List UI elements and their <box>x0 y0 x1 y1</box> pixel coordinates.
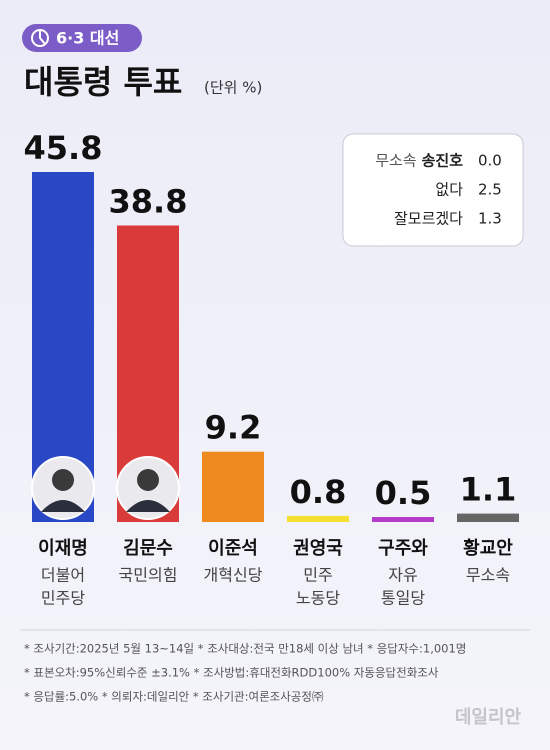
photo-head <box>137 469 159 491</box>
watermark: 데일리안 <box>455 707 522 728</box>
footnote: * 표본오차:95%신뢰수준 ±3.1% * 조사방법:휴대전화RDD100% … <box>24 666 439 680</box>
others-name: 잘모르겠다 <box>394 210 463 228</box>
chart-title: 대통령 투표 <box>24 63 182 101</box>
bar <box>287 515 349 522</box>
photo-body <box>41 500 85 512</box>
party-name: 민주 <box>303 566 332 585</box>
badge-text: 6·3 대선 <box>56 29 119 48</box>
badge <box>22 24 142 52</box>
party-name: 노동당 <box>296 589 340 608</box>
value-label: 38.8 <box>109 182 188 220</box>
value-label: 0.8 <box>290 473 347 511</box>
bar <box>372 517 434 522</box>
candidate-name: 김문수 <box>123 538 173 559</box>
party-name: 통일당 <box>381 589 425 608</box>
party-name: 자유 <box>388 566 417 585</box>
footnote: * 응답률:5.0% * 의뢰자:데일리안 * 조사기관:여론조사공정㈜ <box>24 690 324 704</box>
others-party: 무소속 <box>375 152 417 170</box>
party-name: 더불어 <box>41 566 85 585</box>
candidate-name: 이재명 <box>38 538 88 559</box>
others-name: 없다 <box>435 181 463 199</box>
others-value: 1.3 <box>478 210 502 228</box>
candidate-name: 구주와 <box>378 538 428 559</box>
value-label: 9.2 <box>205 409 262 447</box>
others-value: 0.0 <box>478 152 502 170</box>
candidate-name: 이준석 <box>208 538 258 559</box>
unit: (단위 %) <box>204 79 262 97</box>
others-name: 송진호 <box>422 152 464 170</box>
bar <box>202 451 264 522</box>
value-label: 0.5 <box>375 474 432 512</box>
photo-head <box>52 469 74 491</box>
party-name: 무소속 <box>466 566 510 585</box>
footnote: * 조사기간:2025년 5월 13~14일 * 조사대상:전국 만18세 이상… <box>24 642 466 656</box>
others-value: 2.5 <box>478 181 502 199</box>
party-name: 개혁신당 <box>204 566 263 585</box>
photo-body <box>126 500 170 512</box>
bar <box>457 513 519 522</box>
badge-icon <box>39 30 46 45</box>
value-label: 1.1 <box>460 471 517 509</box>
party-name: 민주당 <box>41 589 85 608</box>
value-label: 45.8 <box>24 129 103 167</box>
candidate-name: 권영국 <box>293 538 343 559</box>
others-box <box>342 133 524 247</box>
candidate-name: 황교안 <box>463 538 513 559</box>
party-name: 국민의힘 <box>119 566 178 585</box>
